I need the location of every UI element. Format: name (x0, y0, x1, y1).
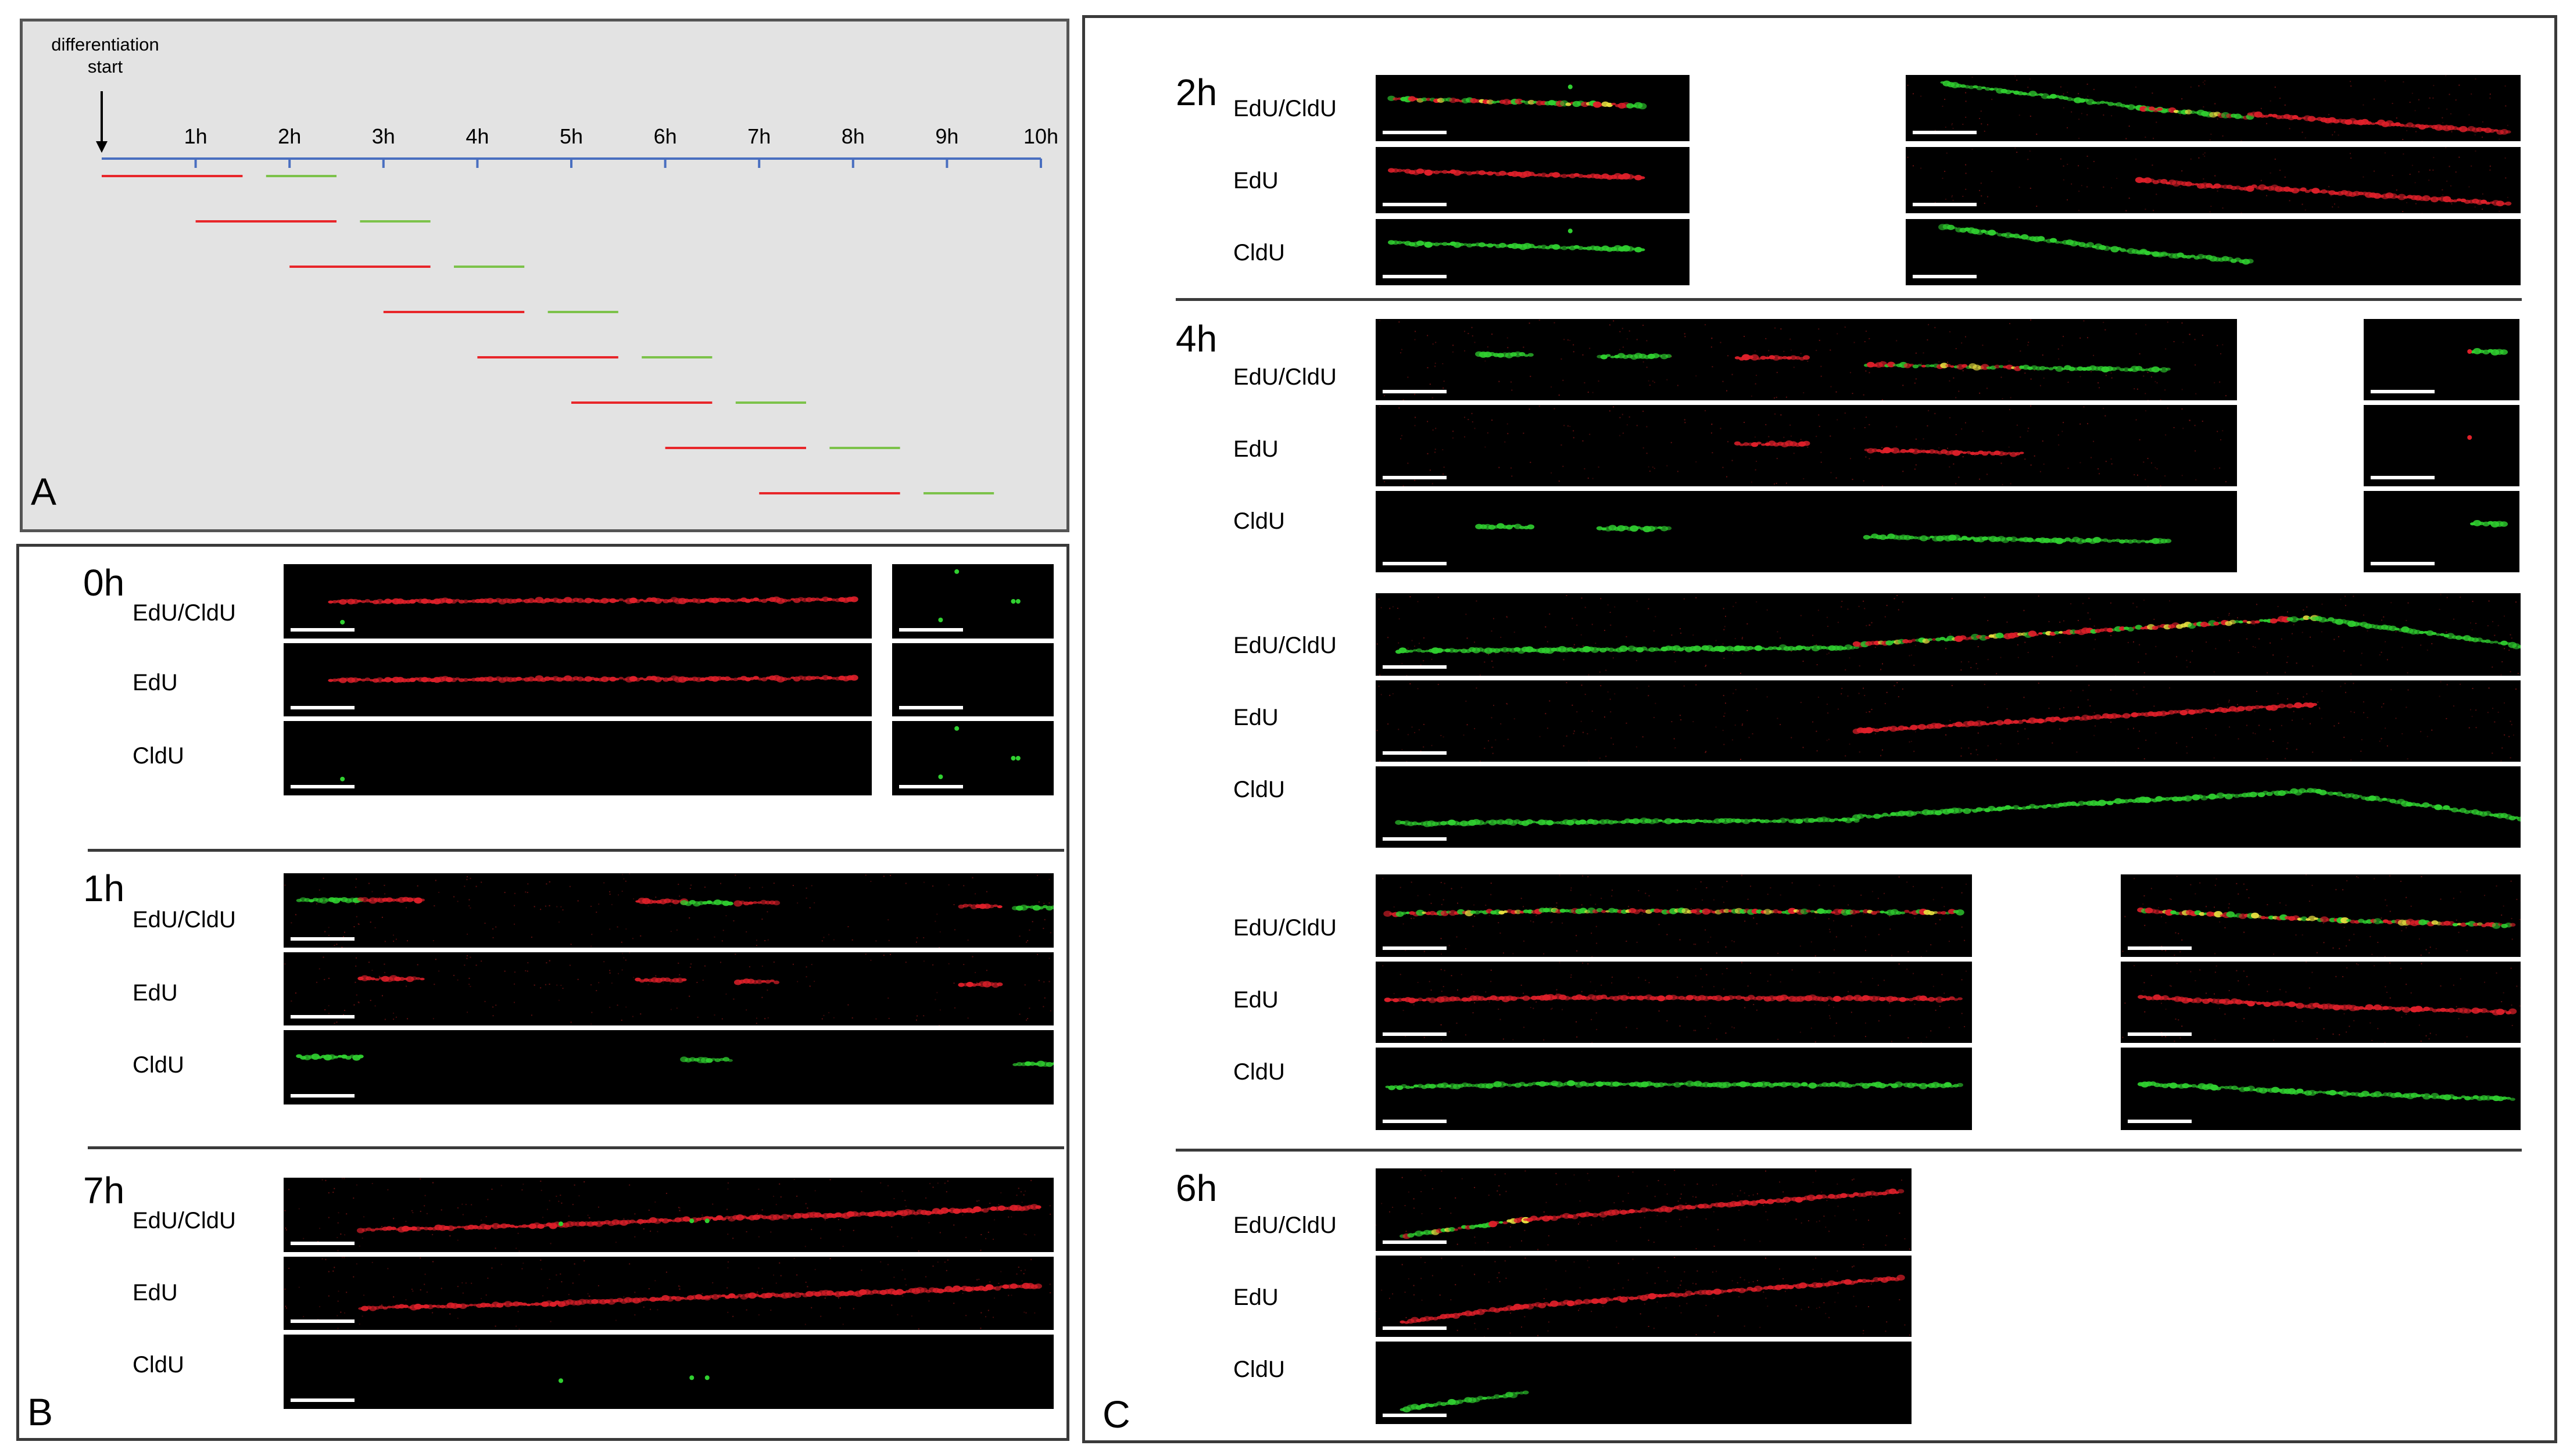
fiber-image-merge (284, 1178, 1054, 1252)
tick-label: 8h (842, 124, 865, 148)
timepoint-label-1h: 1h (83, 867, 125, 909)
channel-label-edu: EdU (133, 1280, 178, 1306)
fiber-image-edu (284, 952, 1054, 1025)
fiber-image-merge (284, 564, 872, 639)
divider (1176, 298, 2522, 301)
channel-label-merge: EdU/CldU (133, 907, 236, 933)
panel-a-timeline: differentiation start 1h 2h 3h 4h 5h 6h 7h 8h 9h… (20, 19, 1069, 532)
tick-label: 3h (372, 124, 395, 148)
tick-label: 2h (278, 124, 301, 148)
channel-label-edu: EdU (1233, 987, 1279, 1013)
fiber-image-edu (1376, 680, 2521, 762)
channel-label-cldu: CldU (1233, 1357, 1285, 1382)
timepoint-label-0h: 0h (83, 562, 125, 604)
fiber-image-edu-inset (2364, 405, 2519, 486)
channel-label-cldu: CldU (1233, 240, 1285, 266)
fiber-image-merge-inset (2364, 319, 2519, 400)
channel-label-cldu: CldU (1233, 777, 1285, 802)
channel-label-merge: EdU/CldU (133, 1208, 236, 1233)
timepoint-label-7h: 7h (83, 1170, 125, 1211)
fiber-image-edu-inset (892, 643, 1054, 716)
tick-label: 1h (184, 124, 207, 148)
time-axis-ticks: 1h 2h 3h 4h 5h 6h 7h 8h 9h 10h (184, 124, 1058, 168)
panel-c-letter: C (1103, 1393, 1130, 1436)
tick-label: 10h (1023, 124, 1058, 148)
channel-label-cldu: CldU (1233, 1059, 1285, 1085)
pulse-bars (102, 175, 994, 494)
channel-label-edu: EdU (1233, 705, 1279, 730)
timepoint-label-6h: 6h (1176, 1167, 1218, 1209)
fiber-image-cldu (1376, 491, 2237, 572)
timepoint-label-2h: 2h (1176, 71, 1218, 113)
panel-b-fiber-images: 0h EdU/CldU EdU CldU 1h EdU/CldU EdU Cld… (16, 544, 1069, 1441)
differentiation-start-arrow (96, 91, 108, 153)
fiber-image-cldu (1376, 1342, 1912, 1424)
fiber-image-edu-2 (2121, 962, 2521, 1043)
fiber-image-cldu-inset (2364, 491, 2519, 572)
fiber-image-cldu-2 (2121, 1048, 2521, 1130)
timepoint-label-4h: 4h (1176, 318, 1218, 360)
labeling-timeline-diagram: differentiation start 1h 2h 3h 4h 5h 6h 7h 8h 9h… (51, 34, 1058, 494)
fiber-image-cldu-inset (892, 721, 1054, 795)
channel-label-cldu: CldU (133, 743, 184, 769)
fiber-image-edu (1376, 1256, 1912, 1337)
channel-label-edu: EdU (133, 980, 178, 1006)
channel-label-merge: EdU/CldU (1233, 1213, 1337, 1238)
fiber-image-edu (1376, 962, 1972, 1043)
fiber-image-merge-2 (1906, 75, 2521, 141)
channel-label-cldu: CldU (133, 1052, 184, 1078)
channel-label-merge: EdU/CldU (133, 600, 236, 626)
fiber-image-merge (1376, 874, 1972, 957)
fiber-image-merge (1376, 1168, 1912, 1251)
panel-c-fiber-images: 2h EdU/CldU EdU CldU 4h EdU/CldU EdU Cld… (1082, 15, 2557, 1443)
channel-label-merge: EdU/CldU (1233, 96, 1337, 121)
differentiation-start-label-line2: start (88, 56, 123, 77)
fiber-image-cldu-2 (1906, 219, 2521, 285)
fiber-image-merge-inset (892, 564, 1054, 639)
fiber-image-edu (1376, 147, 1690, 213)
channel-label-merge: EdU/CldU (1233, 915, 1337, 941)
channel-label-edu: EdU (1233, 1285, 1279, 1310)
fiber-image-cldu (1376, 1048, 1972, 1130)
differentiation-start-label-line1: differentiation (51, 34, 159, 55)
tick-label: 4h (466, 124, 489, 148)
divider (1176, 1149, 2522, 1152)
tick-label: 6h (654, 124, 677, 148)
fiber-image-cldu (284, 721, 872, 795)
fiber-image-edu-2 (1906, 147, 2521, 213)
channel-label-cldu: CldU (133, 1352, 184, 1378)
fiber-image-cldu (1376, 766, 2521, 848)
divider (88, 1146, 1064, 1149)
fiber-image-cldu (284, 1030, 1054, 1104)
fiber-image-merge-2 (2121, 874, 2521, 957)
fiber-image-cldu (1376, 219, 1690, 285)
channel-label-merge: EdU/CldU (1233, 364, 1337, 390)
tick-label: 5h (560, 124, 583, 148)
channel-label-cldu: CldU (1233, 508, 1285, 534)
panel-b-letter: B (27, 1390, 53, 1433)
fiber-image-edu (284, 643, 872, 716)
tick-label: 7h (747, 124, 771, 148)
channel-label-edu: EdU (1233, 168, 1279, 193)
fiber-image-merge (1376, 319, 2237, 400)
fiber-image-cldu (284, 1335, 1054, 1409)
fiber-image-merge (1376, 75, 1690, 141)
fiber-image-edu (284, 1257, 1054, 1330)
panel-a-letter: A (31, 470, 57, 513)
channel-label-edu: EdU (133, 670, 178, 695)
fiber-image-merge (284, 873, 1054, 948)
channel-label-merge: EdU/CldU (1233, 633, 1337, 658)
divider (88, 849, 1064, 852)
fiber-image-edu (1376, 405, 2237, 486)
channel-label-edu: EdU (1233, 436, 1279, 462)
tick-label: 9h (935, 124, 958, 148)
fiber-image-merge (1376, 593, 2521, 676)
